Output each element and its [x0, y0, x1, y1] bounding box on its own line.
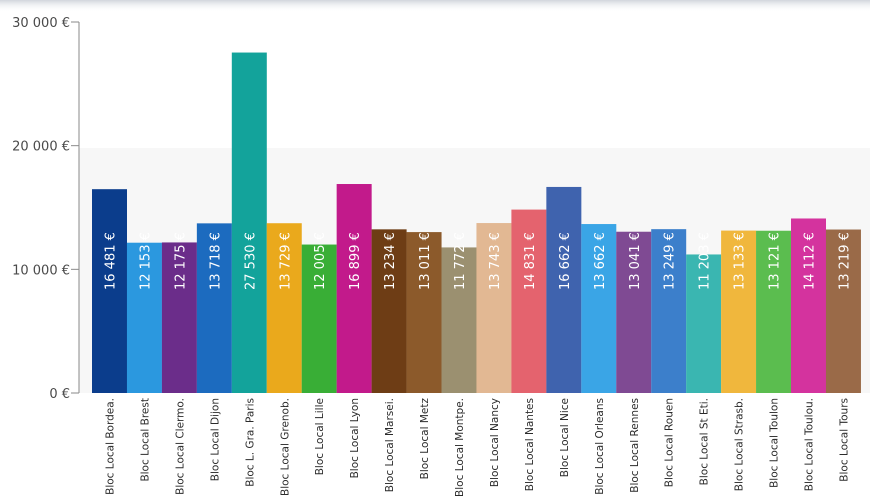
value-label: 11 772 €: [453, 232, 468, 290]
category-label: Bloc Local Dijon: [209, 398, 221, 481]
value-label: 16 899 €: [348, 232, 363, 290]
value-label: 13 729 €: [278, 232, 293, 290]
value-label: 13 121 €: [768, 232, 783, 290]
category-label: Bloc Local Bordea.: [105, 398, 117, 495]
category-label: Bloc Local St Eti.: [699, 398, 711, 485]
value-label: 12 153 €: [138, 232, 153, 290]
category-label: Bloc Local Lille: [314, 398, 326, 475]
value-label: 27 530 €: [243, 232, 258, 290]
bar: [231, 52, 267, 394]
value-label: 14 831 €: [523, 232, 538, 290]
y-tick-label: 30 000 €: [12, 16, 70, 31]
bar: [196, 223, 232, 393]
category-label: Bloc Local Lyon: [349, 398, 361, 478]
value-label: 16 481 €: [104, 232, 119, 290]
category-label: Bloc Local Marsei.: [384, 398, 396, 492]
category-label: Bloc Local Toulon: [769, 398, 781, 488]
y-axis: 0 € 10 000 € 20 000 € 30 000 €: [12, 16, 79, 402]
value-labels: 16 481 € 12 153 € 12 175 € 13 718 € 27 530 €…: [104, 232, 853, 290]
bar: [546, 186, 582, 393]
value-label: 13 133 €: [733, 232, 748, 290]
bar: [441, 247, 477, 393]
upper-plot-band: [79, 22, 870, 148]
bar: [511, 209, 547, 393]
y-tick-label: 20 000 €: [12, 140, 70, 155]
x-axis-labels: Bloc Local Bordea. Bloc Local Brest Bloc L…: [105, 398, 851, 497]
value-label: 13 234 €: [383, 232, 398, 290]
category-label: Bloc Local Nice: [559, 398, 571, 477]
value-label: 13 743 €: [488, 232, 503, 290]
bar: [301, 244, 337, 393]
bar: [406, 232, 442, 393]
bar: [92, 189, 127, 393]
value-label: 16 662 €: [558, 232, 573, 290]
value-label: 13 011 €: [418, 232, 433, 290]
value-label: 12 175 €: [173, 232, 188, 290]
bar: [371, 229, 407, 393]
category-label: Bloc Local Rennes: [629, 398, 641, 493]
bar: [721, 230, 757, 393]
y-tick-label: 10 000 €: [12, 263, 70, 278]
value-label: 13 041 €: [628, 232, 643, 290]
category-label: Bloc Local Grenob.: [279, 398, 291, 496]
bar: [651, 229, 687, 393]
category-label: Bloc Local Brest: [139, 398, 151, 482]
value-label: 12 005 €: [313, 232, 328, 290]
bar: [126, 242, 162, 393]
category-label: Bloc Local Clermo.: [174, 398, 186, 495]
y-tick-label: 0 €: [49, 387, 70, 402]
bars: [92, 52, 861, 394]
category-label: Bloc L. Gra. Paris: [244, 398, 256, 487]
value-label: 13 249 €: [663, 232, 678, 290]
bar: [266, 223, 302, 393]
bar: [581, 224, 617, 393]
bar: [825, 229, 861, 393]
category-label: Bloc Local Metz: [419, 398, 431, 480]
category-label: Bloc Local Montpe.: [454, 398, 466, 497]
value-label: 13 718 €: [208, 232, 223, 290]
category-label: Bloc Local Tours: [838, 398, 850, 482]
category-label: Bloc Local Strasb.: [734, 398, 746, 491]
bar: [686, 254, 722, 393]
bar: [476, 223, 512, 393]
bar: [756, 230, 792, 393]
bar: [791, 218, 826, 393]
bar: [616, 231, 652, 393]
value-label: 13 219 €: [837, 232, 852, 290]
category-label: Bloc Local Rouen: [664, 398, 676, 487]
bar: [336, 184, 372, 393]
value-label: 11 203 €: [698, 232, 713, 290]
category-label: Bloc Local Toulou.: [804, 398, 816, 491]
category-label: Bloc Local Nancy: [489, 398, 501, 487]
category-label: Bloc Local Orleans: [594, 398, 606, 495]
top-shadow-band: [0, 0, 870, 12]
value-label: 14 112 €: [803, 232, 818, 290]
bar: [161, 242, 197, 393]
category-label: Bloc Local Nantes: [524, 398, 536, 491]
value-label: 13 662 €: [593, 232, 608, 290]
